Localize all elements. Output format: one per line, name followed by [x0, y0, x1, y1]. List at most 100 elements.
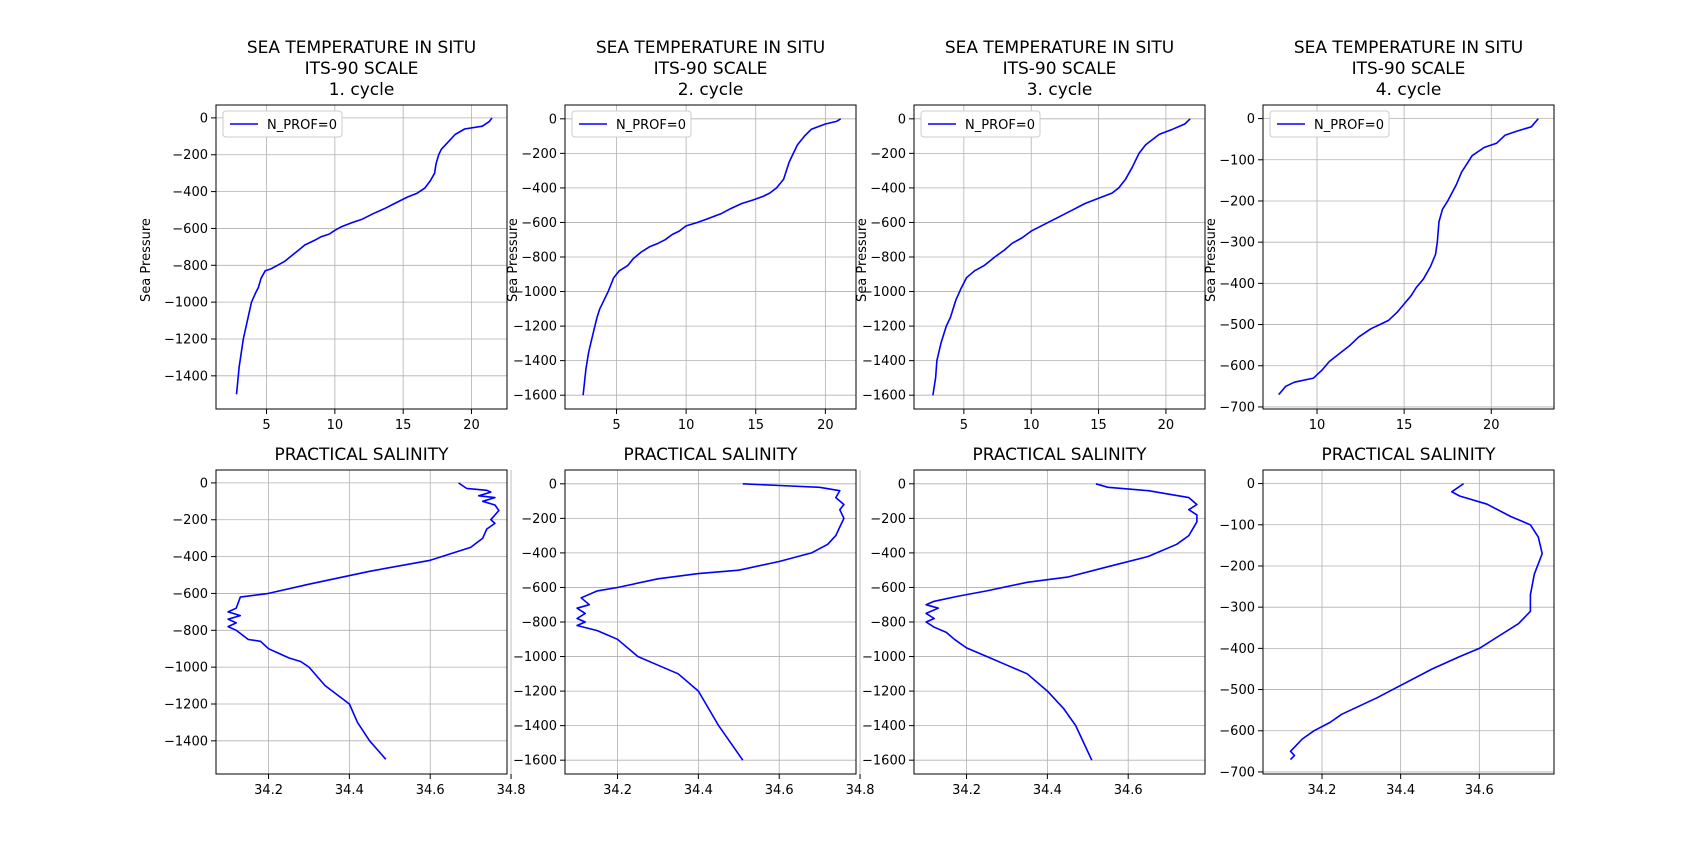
y-tick-label: −400 [1219, 642, 1255, 657]
subplot-5: 34.2 34.4 34.6 34.8 0 −200 −400 −600 −800 −1000 −1… [164, 445, 526, 798]
x-tick-label: 5 [960, 418, 968, 433]
subplot-title: ITS-90 SCALE [305, 59, 419, 79]
y-axis-label: Sea Pressure [1204, 218, 1219, 302]
y-axis-label: Sea Pressure [139, 218, 154, 302]
subplot-8: 34.2 34.4 34.6 0 −100 −200 −300 −400 −500 −600 −70… [1219, 445, 1555, 798]
y-tick-label: −1000 [862, 285, 906, 300]
x-tick-label: 34.6 [1114, 783, 1143, 798]
y-tick-label: −200 [1219, 194, 1255, 209]
x-tick-label: 34.6 [416, 783, 445, 798]
subplot-title: SEA TEMPERATURE IN SITU [596, 38, 825, 58]
x-tick-label: 5 [262, 418, 270, 433]
y-tick-label: −1200 [164, 332, 208, 347]
y-tick-label: 0 [898, 477, 906, 492]
subplot-title: 2. cycle [678, 80, 744, 100]
x-tick-label: 34.6 [765, 783, 794, 798]
x-tick-label: 15 [1396, 418, 1413, 433]
subplot-title: 4. cycle [1376, 80, 1442, 100]
y-tick-label: −600 [1219, 359, 1255, 374]
y-tick-label: −1400 [862, 719, 906, 734]
x-tick-label: 20 [817, 418, 834, 433]
y-tick-label: −700 [1219, 765, 1255, 780]
y-tick-label: −400 [870, 546, 906, 561]
legend: N_PROF=0 [920, 110, 1041, 138]
y-tick-label: −600 [521, 581, 557, 596]
subplot-title: ITS-90 SCALE [1352, 59, 1466, 79]
y-tick-label: −1400 [862, 354, 906, 369]
y-tick-label: −600 [521, 216, 557, 231]
y-tick-label: −600 [172, 222, 208, 237]
series-line [235, 117, 493, 395]
y-tick-label: −1200 [513, 685, 557, 700]
y-tick-label: −1200 [862, 685, 906, 700]
y-tick-label: −400 [172, 185, 208, 200]
y-tick-label: −600 [1219, 724, 1255, 739]
y-tick-label: −200 [172, 513, 208, 528]
subplot-title: SEA TEMPERATURE IN SITU [945, 38, 1174, 58]
x-tick-label: 34.4 [1033, 783, 1062, 798]
y-tick-label: −800 [172, 259, 208, 274]
y-tick-label: −1600 [513, 389, 557, 404]
subplot-7: 34.2 34.4 34.6 0 −200 −400 −600 −800 −1000 −1200 −… [862, 445, 1206, 798]
y-tick-label: −200 [521, 512, 557, 527]
x-tick-label: 34.8 [497, 783, 526, 798]
x-tick-label: 34.4 [684, 783, 713, 798]
subplot-title: SEA TEMPERATURE IN SITU [1294, 38, 1523, 58]
x-tick-label: 5 [612, 418, 620, 433]
x-tick-label: 10 [678, 418, 695, 433]
y-tick-label: −1400 [513, 719, 557, 734]
x-tick-label: 20 [1158, 418, 1175, 433]
x-tick-label: 20 [1483, 418, 1500, 433]
y-tick-label: −800 [870, 251, 906, 266]
y-tick-label: −400 [521, 181, 557, 196]
y-tick-label: −1000 [164, 661, 208, 676]
legend-box [571, 110, 692, 138]
series-line [932, 118, 1191, 396]
y-tick-label: −800 [521, 251, 557, 266]
y-tick-label: −100 [1219, 518, 1255, 533]
y-tick-label: −1200 [862, 320, 906, 335]
x-tick-label: 34.2 [952, 783, 981, 798]
x-tick-label: 10 [1309, 418, 1326, 433]
subplot-title: PRACTICAL SALINITY [623, 445, 798, 465]
y-tick-label: −500 [1219, 318, 1255, 333]
y-tick-label: −200 [1219, 559, 1255, 574]
subplot-1: 5 10 15 20 0 −200 −400 −600 −800 −1000 −1200 −1400 S… [139, 38, 508, 433]
x-tick-label: 34.4 [1386, 783, 1415, 798]
subplot-title: ITS-90 SCALE [654, 59, 768, 79]
series-line [1278, 118, 1539, 396]
y-tick-label: 0 [1247, 477, 1255, 492]
series-line [925, 483, 1198, 761]
subplot-title: PRACTICAL SALINITY [1321, 445, 1496, 465]
legend-label: N_PROF=0 [267, 118, 337, 133]
y-tick-label: −1600 [862, 754, 906, 769]
x-tick-label: 34.8 [846, 783, 875, 798]
y-tick-label: −400 [172, 550, 208, 565]
x-tick-label: 34.4 [335, 783, 364, 798]
y-tick-label: −1000 [513, 285, 557, 300]
legend: N_PROF=0 [222, 110, 343, 138]
series-line [582, 118, 842, 396]
y-tick-label: −1000 [513, 650, 557, 665]
subplot-title: SEA TEMPERATURE IN SITU [247, 38, 476, 58]
legend-box [222, 110, 343, 138]
subplot-grid: 5 10 15 200−200−400−600−800−1000−1200−1400S… [139, 38, 1555, 798]
y-tick-label: −1000 [164, 296, 208, 311]
x-tick-label: 34.2 [254, 783, 283, 798]
plot-frame [1262, 469, 1555, 775]
y-tick-label: −600 [172, 587, 208, 602]
legend-label: N_PROF=0 [1314, 118, 1384, 133]
y-tick-label: 0 [549, 112, 557, 127]
y-tick-label: −600 [870, 216, 906, 231]
y-tick-label: 0 [549, 477, 557, 492]
y-tick-label: −1200 [164, 697, 208, 712]
y-tick-label: −1600 [513, 754, 557, 769]
legend-box [920, 110, 1041, 138]
subplot-title: 3. cycle [1027, 80, 1093, 100]
x-tick-label: 15 [395, 418, 412, 433]
y-tick-label: −200 [870, 147, 906, 162]
series-line [227, 482, 500, 760]
legend-label: N_PROF=0 [616, 118, 686, 133]
y-tick-label: −1400 [513, 354, 557, 369]
y-tick-label: −200 [172, 148, 208, 163]
